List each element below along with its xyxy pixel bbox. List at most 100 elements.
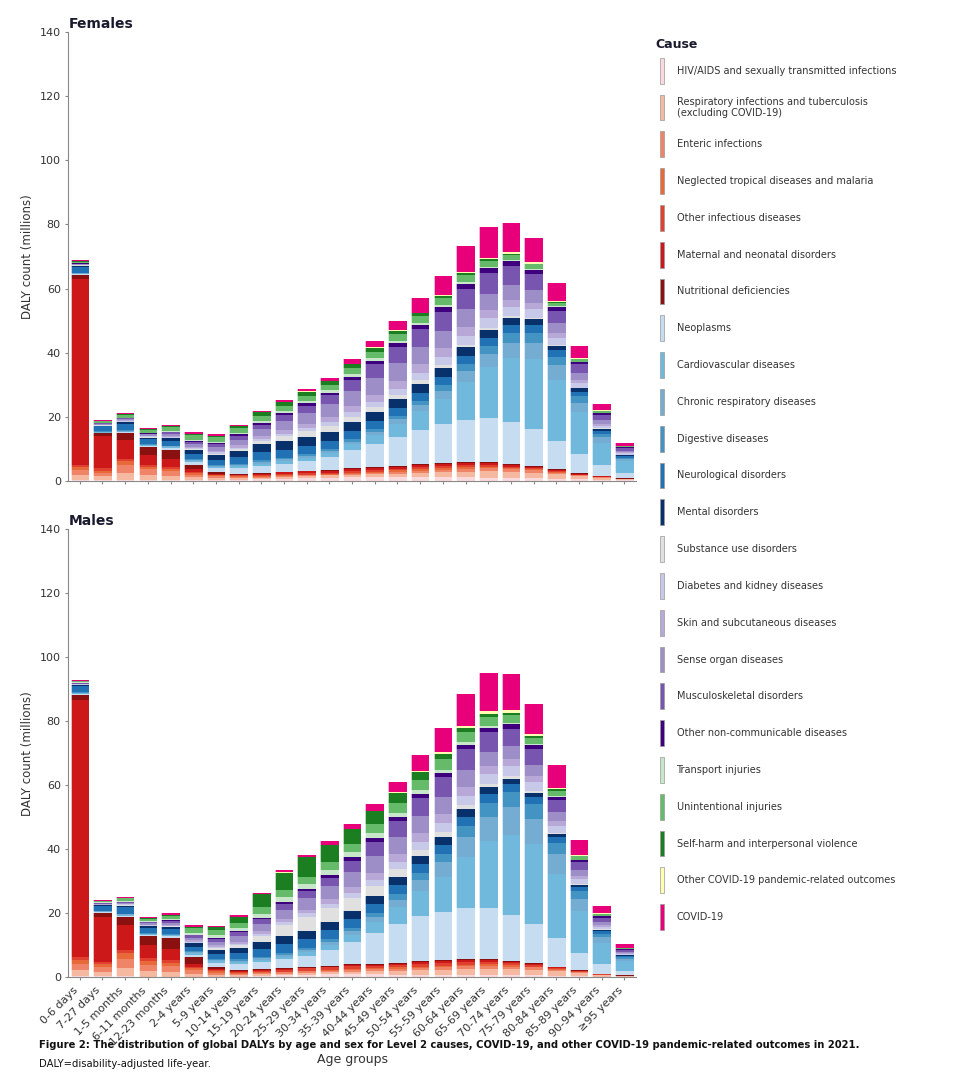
Bar bbox=[206, 970, 225, 971]
Bar bbox=[252, 421, 271, 423]
Bar bbox=[410, 815, 429, 834]
Bar bbox=[479, 465, 497, 467]
Bar bbox=[206, 973, 225, 974]
Bar bbox=[206, 435, 225, 437]
Bar bbox=[501, 422, 520, 463]
Bar bbox=[388, 782, 406, 792]
Bar bbox=[501, 915, 520, 961]
Bar bbox=[252, 416, 271, 421]
Bar bbox=[252, 473, 271, 475]
Bar bbox=[275, 873, 293, 890]
Bar bbox=[615, 458, 633, 459]
Bar bbox=[501, 793, 520, 808]
Bar bbox=[410, 874, 429, 880]
Bar bbox=[569, 362, 588, 364]
Bar bbox=[297, 953, 316, 956]
Bar bbox=[546, 441, 565, 470]
Bar bbox=[524, 238, 542, 262]
Bar bbox=[275, 953, 293, 955]
Bar bbox=[455, 908, 475, 959]
Bar bbox=[275, 433, 293, 436]
Bar bbox=[206, 947, 225, 948]
Bar bbox=[93, 913, 111, 917]
Bar bbox=[569, 364, 588, 374]
Bar bbox=[342, 928, 361, 931]
Bar bbox=[455, 806, 475, 809]
Bar bbox=[569, 413, 588, 454]
Bar bbox=[524, 734, 542, 735]
Bar bbox=[455, 959, 475, 960]
Bar bbox=[524, 970, 542, 975]
Bar bbox=[501, 464, 520, 467]
Bar bbox=[479, 975, 497, 977]
Bar bbox=[569, 396, 588, 403]
Bar bbox=[365, 378, 384, 395]
Bar bbox=[546, 968, 565, 969]
Bar bbox=[365, 856, 384, 873]
Bar bbox=[524, 975, 542, 977]
Bar bbox=[342, 406, 361, 413]
Bar bbox=[297, 389, 316, 391]
Bar bbox=[433, 759, 451, 770]
Bar bbox=[410, 834, 429, 842]
Bar bbox=[342, 972, 361, 974]
Bar bbox=[524, 805, 542, 819]
Text: Males: Males bbox=[68, 514, 114, 528]
Bar bbox=[569, 953, 588, 970]
Bar bbox=[365, 824, 384, 833]
Bar bbox=[319, 381, 338, 386]
Bar bbox=[546, 825, 565, 833]
Bar bbox=[365, 474, 384, 477]
Bar bbox=[524, 333, 542, 342]
Bar bbox=[70, 267, 89, 273]
Bar bbox=[297, 950, 316, 953]
Bar bbox=[592, 927, 611, 930]
Bar bbox=[388, 389, 406, 395]
Bar bbox=[546, 833, 565, 834]
Bar bbox=[161, 939, 180, 949]
Bar bbox=[659, 389, 663, 415]
Bar bbox=[184, 464, 202, 470]
Bar bbox=[479, 726, 497, 728]
Bar bbox=[479, 294, 497, 310]
Bar bbox=[252, 942, 271, 948]
Bar bbox=[479, 319, 497, 328]
Text: Digestive diseases: Digestive diseases bbox=[676, 434, 767, 444]
Bar bbox=[388, 969, 406, 971]
Bar bbox=[388, 416, 406, 419]
Bar bbox=[592, 464, 611, 476]
Bar bbox=[433, 960, 451, 961]
Bar bbox=[501, 746, 520, 759]
Bar bbox=[70, 475, 89, 480]
Bar bbox=[252, 948, 271, 957]
Bar bbox=[592, 926, 611, 927]
Bar bbox=[319, 454, 338, 457]
Bar bbox=[592, 414, 611, 415]
Bar bbox=[659, 499, 663, 525]
Bar bbox=[546, 356, 565, 365]
Bar bbox=[319, 471, 338, 473]
Bar bbox=[433, 968, 451, 970]
Bar bbox=[252, 935, 271, 942]
Text: Transport injuries: Transport injuries bbox=[676, 765, 761, 775]
Bar bbox=[501, 261, 520, 266]
Bar bbox=[546, 821, 565, 825]
Bar bbox=[252, 480, 271, 481]
Bar bbox=[184, 935, 202, 937]
Bar bbox=[479, 959, 497, 960]
Bar bbox=[524, 964, 542, 967]
Bar bbox=[206, 434, 225, 435]
Bar bbox=[501, 729, 520, 746]
Bar bbox=[93, 917, 111, 961]
Bar bbox=[433, 275, 451, 295]
Bar bbox=[206, 945, 225, 947]
Bar bbox=[70, 686, 89, 692]
Bar bbox=[546, 812, 565, 821]
Bar bbox=[275, 975, 293, 977]
Bar bbox=[410, 347, 429, 364]
Bar bbox=[455, 796, 475, 806]
Bar bbox=[433, 311, 451, 330]
Text: Skin and subcutaneous diseases: Skin and subcutaneous diseases bbox=[676, 618, 835, 627]
Bar bbox=[546, 970, 565, 971]
Bar bbox=[479, 469, 497, 471]
